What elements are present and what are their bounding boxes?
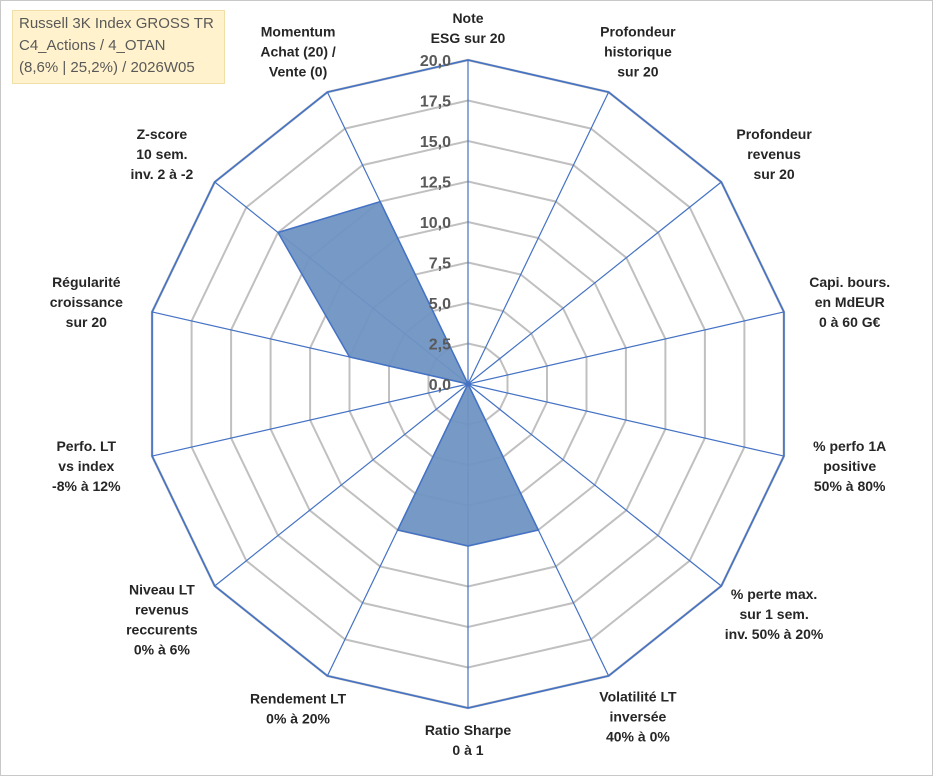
axis-label-line: % perte max. — [731, 586, 817, 602]
axis-label-line: sur 1 sem. — [739, 606, 808, 622]
axis-label-line: Capi. bours. — [809, 274, 890, 290]
tick-label: 17,5 — [420, 94, 451, 111]
axis-label-line: Profondeur — [736, 126, 812, 142]
title-line: C4_Actions / 4_OTAN — [19, 35, 218, 57]
axis-label-line: croissance — [50, 294, 123, 310]
axis-label-12: Z-score 10 sem. inv. 2 à -2 — [131, 126, 194, 182]
axis-label-line: 10 sem. — [136, 146, 187, 162]
axis-label-line: 0 à 60 G€ — [819, 314, 881, 330]
axis-label-line: 0 à 1 — [452, 742, 483, 758]
tick-label: 5,0 — [429, 296, 451, 313]
axis-label-line: revenus — [747, 146, 801, 162]
axis-label-line: sur 20 — [66, 314, 107, 330]
axis-label-line: inversée — [609, 709, 666, 725]
tick-label: 12,5 — [420, 175, 451, 192]
tick-label: 7,5 — [429, 256, 451, 273]
axis-label-line: inv. 2 à -2 — [131, 166, 194, 182]
series-score-area — [278, 202, 538, 546]
axis-label-10: Perfo. LT vs index -8% à 12% — [52, 438, 121, 494]
axis-label-3: Capi. bours. en MdEUR 0 à 60 G€ — [809, 274, 890, 330]
axis-label-line: Régularité — [52, 274, 121, 290]
axis-label-7: Ratio Sharpe 0 à 1 — [425, 722, 512, 758]
axis-label-8: Rendement LT 0% à 20% — [250, 690, 347, 726]
axis-label-line: -8% à 12% — [52, 478, 121, 494]
chart-title-box: Russell 3K Index GROSS TR C4_Actions / 4… — [12, 10, 225, 84]
axis-label-line: 50% à 80% — [814, 478, 886, 494]
axis-label-line: % perfo 1A — [813, 438, 886, 454]
axis-label-line: Rendement LT — [250, 690, 347, 706]
axis-label-4: % perfo 1A positive 50% à 80% — [813, 438, 886, 494]
axis-label-5: % perte max. sur 1 sem. inv. 50% à 20% — [725, 586, 824, 642]
axis-label-line: inv. 50% à 20% — [725, 626, 824, 642]
axis-label-6: Volatilité LT inversée 40% à 0% — [599, 689, 677, 745]
axis-label-line: en MdEUR — [815, 294, 885, 310]
axis-label-line: positive — [823, 458, 876, 474]
axis-label-13: Momentum Achat (20) / Vente (0) — [260, 24, 336, 80]
axis-label-line: Perfo. LT — [56, 438, 116, 454]
tick-label: 20,0 — [420, 53, 451, 70]
axis-label-line: Momentum — [261, 24, 336, 40]
title-line: (8,6% | 25,2%) / 2026W05 — [19, 57, 218, 79]
axis-label-0: Note ESG sur 20 — [431, 10, 506, 46]
axis-label-line: Profondeur — [600, 24, 676, 40]
axis-label-line: 40% à 0% — [606, 729, 670, 745]
axis-label-line: Niveau LT — [129, 582, 195, 598]
tick-label: 10,0 — [420, 215, 451, 232]
tick-label: 2,5 — [429, 337, 451, 354]
axis-label-line: Ratio Sharpe — [425, 722, 512, 738]
axis-label-line: reccurents — [126, 622, 198, 638]
axis-label-line: revenus — [135, 602, 189, 618]
axis-label-line: ESG sur 20 — [431, 30, 506, 46]
axis-spoke — [468, 92, 609, 384]
axis-label-line: Z-score — [137, 126, 188, 142]
axis-label-9: Niveau LT revenus reccurents 0% à 6% — [126, 582, 198, 658]
tick-label: 15,0 — [420, 134, 451, 151]
axis-label-line: sur 20 — [617, 64, 658, 80]
axis-label-line: sur 20 — [753, 166, 794, 182]
axis-label-line: Achat (20) / — [260, 44, 336, 60]
axis-label-line: vs index — [58, 458, 114, 474]
axis-label-line: historique — [604, 44, 672, 60]
axis-label-line: Volatilité LT — [599, 689, 677, 705]
tick-label: 0,0 — [429, 377, 451, 394]
axis-label-line: Note — [452, 10, 483, 26]
axis-label-line: Vente (0) — [269, 64, 327, 80]
title-line: Russell 3K Index GROSS TR — [19, 13, 218, 35]
axis-label-2: Profondeur revenus sur 20 — [736, 126, 812, 182]
axis-label-line: 0% à 20% — [266, 710, 330, 726]
axis-label-line: 0% à 6% — [134, 642, 191, 658]
axis-label-11: Régularité croissance sur 20 — [50, 274, 123, 330]
axis-label-1: Profondeur historique sur 20 — [600, 24, 676, 80]
